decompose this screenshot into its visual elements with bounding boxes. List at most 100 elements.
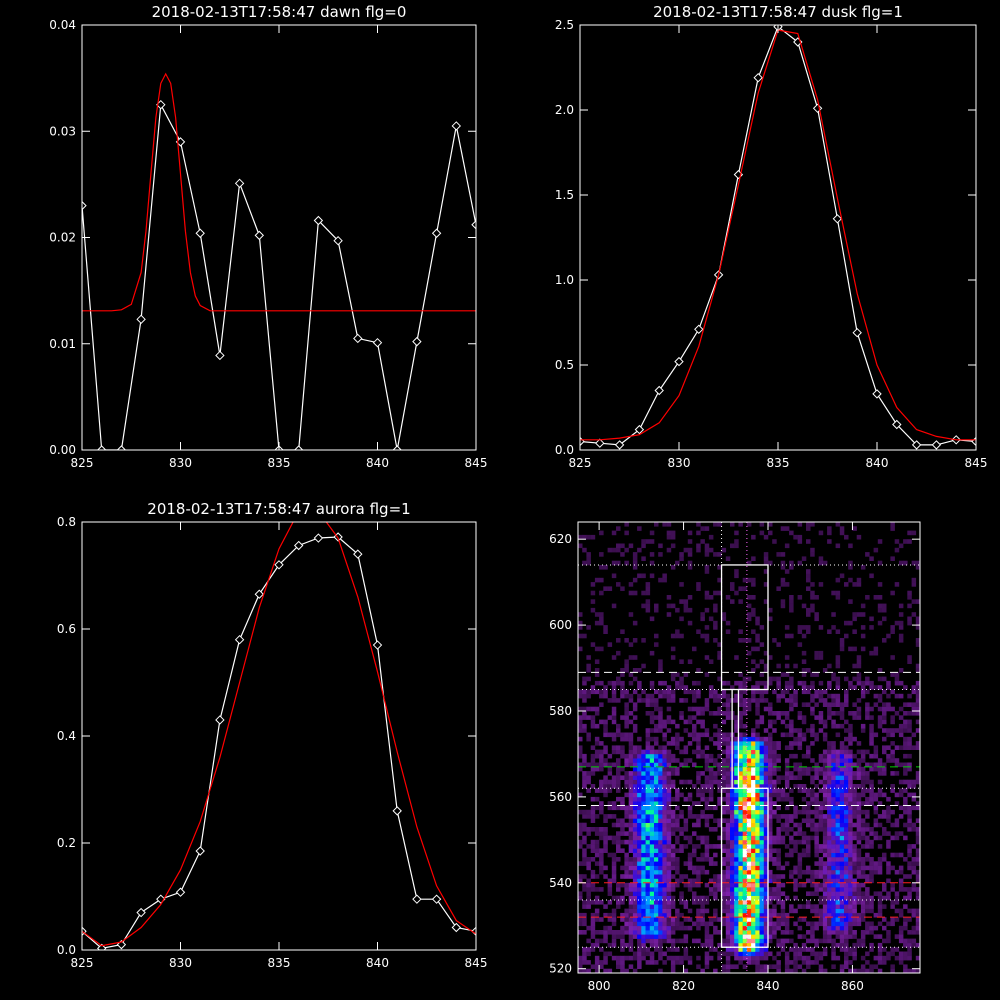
heatmap-cell [755, 801, 760, 806]
heatmap-cell [784, 917, 790, 922]
heatmap-cell [590, 917, 596, 922]
heatmap-cell [886, 685, 891, 690]
heatmap-cell [869, 968, 874, 974]
heatmap-cell [852, 612, 857, 617]
heatmap-cell [654, 947, 659, 952]
heatmap-cell [822, 788, 828, 793]
heatmap-cell [649, 848, 655, 853]
heatmap-cell [590, 706, 596, 712]
heatmap-cell [620, 900, 625, 905]
heatmap-cell [882, 616, 887, 622]
heatmap-cell [806, 900, 811, 905]
heatmap-cell [742, 732, 748, 738]
heatmap-cell [890, 719, 895, 725]
heatmap-cell [797, 728, 803, 733]
heatmap-cell [692, 878, 697, 884]
heatmap-cell [662, 809, 667, 815]
heatmap-cell [704, 835, 710, 841]
heatmap-cell [763, 831, 769, 836]
heatmap-cell [725, 891, 731, 896]
heatmap-cell [898, 960, 904, 965]
heatmap-cell [687, 659, 693, 664]
heatmap-cell [738, 685, 743, 690]
heatmap-cell [704, 801, 710, 806]
heatmap-cell [721, 689, 727, 695]
heatmap-cell [687, 741, 693, 746]
heatmap-cell [721, 711, 727, 716]
heatmap-cell [717, 844, 722, 849]
heatmap-cell [822, 852, 828, 858]
heatmap-cell [700, 968, 705, 974]
heatmap-cell [852, 715, 857, 720]
heatmap-cell [654, 869, 659, 875]
heatmap-cell [839, 573, 845, 579]
heatmap-cell [637, 547, 642, 553]
heatmap-cell [599, 530, 604, 536]
heatmap-cell [679, 749, 684, 755]
heatmap-cell [827, 749, 832, 755]
heatmap-cell [628, 908, 634, 914]
heatmap-cell [616, 775, 621, 780]
heatmap-cell [662, 771, 667, 776]
heatmap-cell [649, 715, 655, 720]
heatmap-cell [835, 844, 841, 849]
heatmap-cell [649, 814, 655, 819]
heatmap-cell [658, 831, 663, 836]
heatmap-cell [882, 887, 887, 892]
heatmap-cell [628, 921, 634, 927]
heatmap-cell [696, 719, 701, 725]
heatmap-cell [784, 655, 790, 660]
heatmap-cell [890, 732, 895, 738]
heatmap-cell [679, 633, 684, 639]
heatmap-cell [848, 792, 853, 798]
heatmap-cell [713, 895, 718, 901]
heatmap-cell [763, 925, 769, 931]
heatmap-cell [641, 895, 646, 901]
heatmap-cell [839, 947, 845, 952]
heatmap-cell [721, 844, 727, 849]
heatmap-cell [827, 930, 832, 935]
heatmap-cell [603, 848, 608, 853]
heatmap-cell [768, 930, 773, 935]
heatmap-cell [632, 655, 638, 660]
heatmap-cell [670, 964, 676, 969]
heatmap-cell [869, 779, 874, 785]
heatmap-cell [611, 839, 617, 845]
heatmap-cell [624, 917, 629, 922]
heatmap-cell [835, 779, 841, 785]
heatmap-cell [780, 891, 786, 896]
heatmap-cell [700, 633, 705, 639]
heatmap-cell [586, 560, 591, 566]
heatmap-cell [844, 844, 849, 849]
heatmap-cell [755, 784, 760, 789]
heatmap-cell [662, 788, 667, 793]
heatmap-cell [594, 848, 600, 853]
heatmap-cell [898, 934, 904, 939]
heatmap-cell [666, 728, 672, 733]
heatmap-cell [831, 745, 836, 750]
heatmap-cell [822, 796, 828, 802]
heatmap-cell [831, 848, 836, 853]
heatmap-cell [763, 895, 769, 901]
heatmap-cell [839, 917, 845, 922]
heatmap-cell [768, 818, 773, 823]
heatmap-cell [738, 904, 743, 909]
heatmap-cell [670, 655, 676, 660]
heatmap-cell [827, 779, 832, 785]
heatmap-cell [801, 955, 807, 961]
heatmap-cell [890, 822, 895, 828]
dusk-chart: 825 830 835 840 8450.00.51.01.52.02.52018-02… [555, 3, 988, 470]
heatmap-cell [594, 711, 600, 716]
heatmap-cell [759, 796, 765, 802]
heatmap-cell [852, 792, 857, 798]
heatmap-cell [624, 758, 629, 763]
heatmap-cell [746, 745, 752, 750]
heatmap-cell [814, 891, 819, 896]
heatmap-cell [818, 844, 824, 849]
heatmap-cell [687, 960, 693, 965]
heatmap-cell [806, 878, 811, 884]
heatmap-cell [734, 891, 739, 896]
heatmap-cell [860, 857, 866, 862]
heatmap-cell [666, 530, 672, 536]
heatmap-cell [810, 590, 815, 596]
